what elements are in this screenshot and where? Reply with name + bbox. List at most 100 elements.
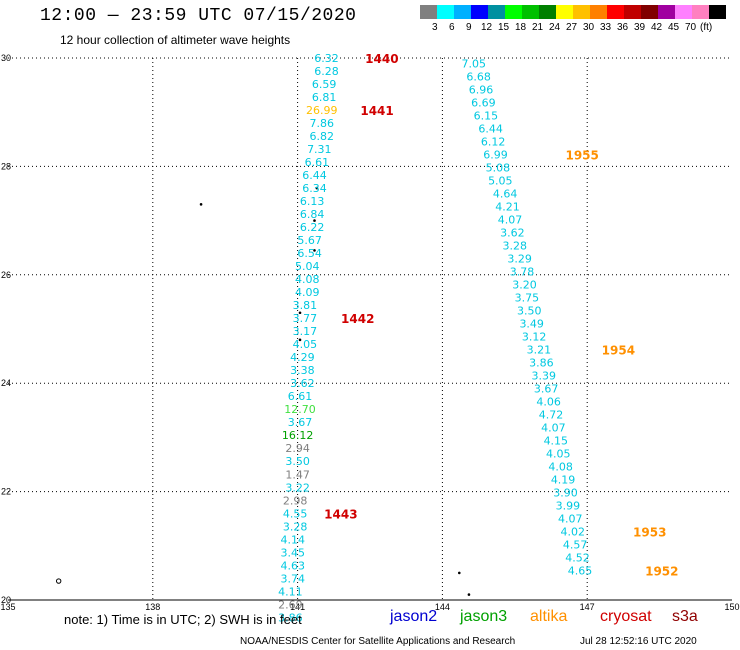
footer-note: note: 1) Time is in UTC; 2) SWH is in fe… bbox=[64, 612, 302, 627]
colorbar-swatch bbox=[437, 5, 454, 19]
wave-height-label: 16.12 bbox=[282, 429, 314, 442]
credit-line: NOAA/NESDIS Center for Satellite Applica… bbox=[240, 636, 516, 647]
satellite-legend-s3a: s3a bbox=[672, 608, 698, 625]
wave-height-label: 4.29 bbox=[290, 351, 315, 364]
wave-height-label: 4.05 bbox=[546, 448, 571, 461]
wave-height-label: 4.07 bbox=[541, 422, 566, 435]
wave-height-label: 4.14 bbox=[281, 533, 306, 546]
colorbar-label: 30 bbox=[583, 22, 595, 33]
x-tick-label: 135 bbox=[0, 602, 15, 612]
y-tick-label: 30 bbox=[1, 53, 11, 63]
wave-height-label: 3.67 bbox=[288, 416, 313, 429]
island-dot bbox=[298, 338, 302, 342]
wave-height-label: 6.44 bbox=[478, 122, 503, 135]
pass-time-label: 1443 bbox=[324, 507, 357, 521]
wave-height-label: 6.54 bbox=[297, 247, 322, 260]
colorbar-swatch bbox=[675, 5, 692, 19]
wave-height-label: 4.63 bbox=[281, 559, 306, 572]
colorbar-label: 24 bbox=[549, 22, 561, 33]
wave-height-label: 6.28 bbox=[314, 65, 339, 78]
wave-height-label: 1.47 bbox=[285, 468, 310, 481]
colorbar-label: 6 bbox=[449, 22, 455, 33]
colorbar-swatch bbox=[454, 5, 471, 19]
wave-height-label: 3.28 bbox=[503, 240, 528, 253]
colorbar-label: 9 bbox=[466, 22, 472, 33]
colorbar-swatch bbox=[607, 5, 624, 19]
island-dot bbox=[313, 219, 316, 222]
wave-height-label: 3.78 bbox=[510, 266, 535, 279]
island-dot bbox=[298, 311, 302, 315]
island-dot bbox=[467, 593, 471, 596]
satellite-legend-altika: altika bbox=[530, 608, 568, 625]
wave-height-label: 3.90 bbox=[553, 487, 578, 500]
colorbar-label: 39 bbox=[634, 22, 646, 33]
wave-height-label: 5.08 bbox=[486, 161, 511, 174]
wave-height-label: 6.12 bbox=[481, 135, 506, 148]
pass-time-label: 1952 bbox=[645, 565, 678, 579]
wave-height-label: 6.99 bbox=[483, 148, 508, 161]
wave-height-label: 3.77 bbox=[293, 312, 318, 325]
colorbar-swatch bbox=[488, 5, 505, 19]
colorbar-swatch bbox=[471, 5, 488, 19]
pass-time-label: 1955 bbox=[565, 148, 598, 162]
island-dot bbox=[457, 571, 461, 575]
wave-height-label: 4.09 bbox=[295, 286, 320, 299]
colorbar-swatch bbox=[420, 5, 437, 19]
wave-height-label: 4.11 bbox=[278, 585, 303, 598]
x-tick-label: 138 bbox=[145, 602, 160, 612]
wave-height-label: 3.62 bbox=[500, 227, 525, 240]
x-tick-label: 144 bbox=[435, 602, 450, 612]
wave-height-label: 4.65 bbox=[568, 565, 593, 578]
x-tick-label: 141 bbox=[290, 602, 305, 612]
wave-height-label: 6.69 bbox=[471, 96, 496, 109]
wave-height-label: 2.69 bbox=[278, 598, 303, 611]
wave-height-label: 6.82 bbox=[309, 130, 334, 143]
wave-height-label: 3.29 bbox=[507, 253, 532, 266]
wave-height-label: 4.08 bbox=[295, 273, 320, 286]
pass-time-label: 1440 bbox=[365, 52, 398, 66]
island-dot bbox=[313, 249, 316, 252]
wave-height-label: 4.52 bbox=[565, 552, 590, 565]
wave-height-label: 3.28 bbox=[283, 520, 308, 533]
wave-height-label: 3.45 bbox=[281, 546, 306, 559]
colorbar-label: 21 bbox=[532, 22, 544, 33]
wave-height-label: 3.62 bbox=[290, 377, 315, 390]
wave-height-label: 4.57 bbox=[563, 539, 588, 552]
y-tick-label: 28 bbox=[1, 161, 11, 171]
y-tick-label: 24 bbox=[1, 378, 11, 388]
island-ring bbox=[55, 578, 62, 584]
wave-height-label: 3.12 bbox=[522, 331, 547, 344]
y-tick-label: 26 bbox=[1, 270, 11, 280]
colorbar-label: 45 bbox=[668, 22, 680, 33]
wave-height-label: 3.86 bbox=[278, 611, 303, 624]
wave-height-label: 3.86 bbox=[529, 357, 554, 370]
colorbar-swatch bbox=[573, 5, 590, 19]
y-tick-label: 20 bbox=[1, 595, 11, 605]
colorbar-label: 12 bbox=[481, 22, 493, 33]
pass-time-label: 1953 bbox=[633, 526, 666, 540]
colorbar-swatch bbox=[624, 5, 641, 19]
pass-time-label: 1442 bbox=[341, 312, 374, 326]
wave-height-label: 6.13 bbox=[300, 195, 325, 208]
wave-height-label: 4.06 bbox=[536, 396, 561, 409]
colorbar-swatch bbox=[539, 5, 556, 19]
colorbar-swatch bbox=[709, 5, 726, 19]
wave-height-label: 4.21 bbox=[495, 201, 520, 214]
wave-height-label: 3.99 bbox=[556, 500, 581, 513]
wave-height-label: 6.22 bbox=[300, 221, 325, 234]
colorbar-swatch bbox=[692, 5, 709, 19]
colorbar-swatch bbox=[522, 5, 539, 19]
wave-height-label: 26.99 bbox=[306, 104, 338, 117]
wave-height-label: 2.94 bbox=[285, 442, 310, 455]
colorbar-swatch bbox=[505, 5, 522, 19]
wave-height-label: 3.50 bbox=[285, 455, 310, 468]
wave-height-label: 6.84 bbox=[300, 208, 325, 221]
wave-height-label: 4.07 bbox=[558, 513, 583, 526]
wave-height-label: 7.31 bbox=[307, 143, 332, 156]
wave-height-label: 3.74 bbox=[281, 572, 306, 585]
wave-height-label: 6.96 bbox=[469, 83, 494, 96]
colorbar-label: 27 bbox=[566, 22, 578, 33]
wave-height-label: 3.20 bbox=[512, 279, 537, 292]
colorbar-swatch bbox=[556, 5, 573, 19]
